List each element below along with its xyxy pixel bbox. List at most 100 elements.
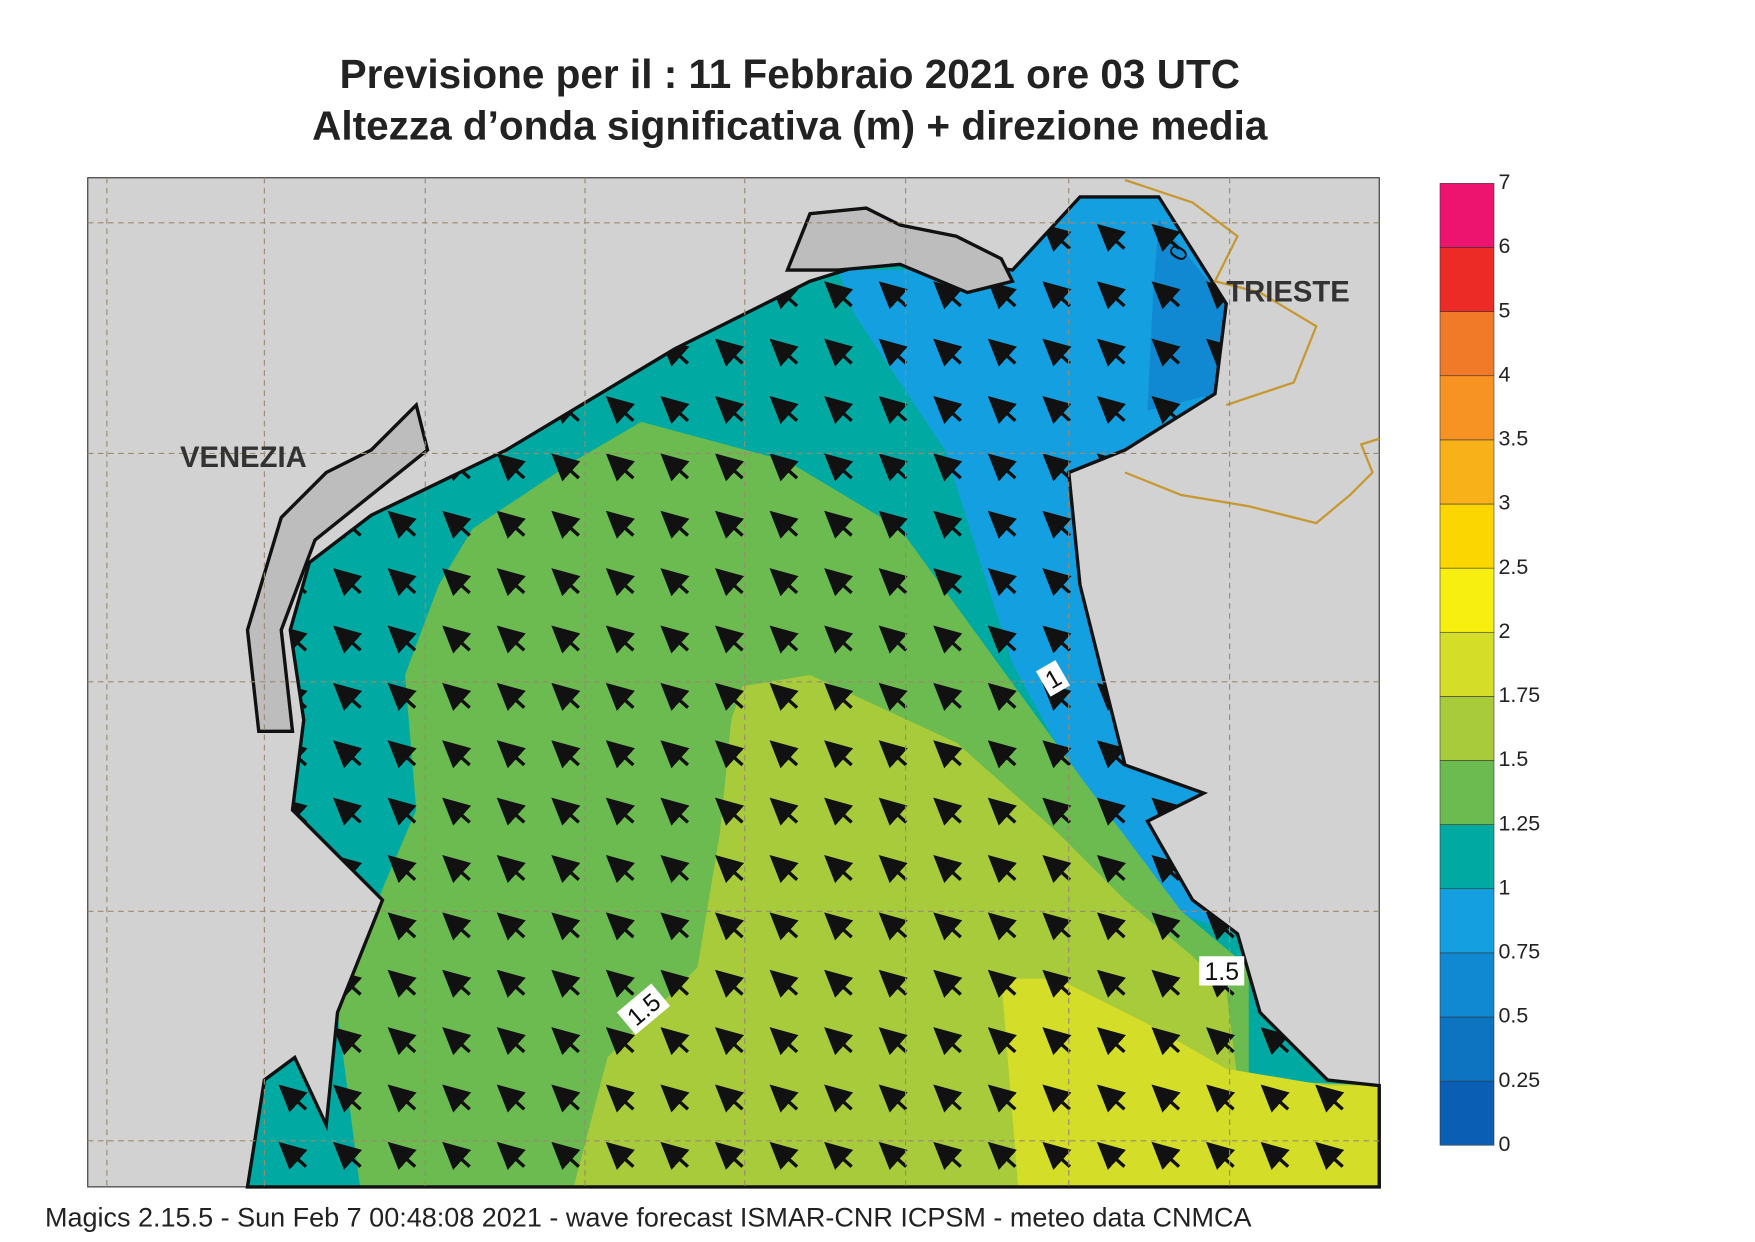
colorbar-band bbox=[1439, 503, 1495, 569]
place-label: TRIESTE bbox=[1226, 277, 1350, 309]
direction-arrow bbox=[496, 682, 526, 711]
direction-arrow bbox=[551, 510, 581, 539]
direction-arrow bbox=[442, 1027, 472, 1056]
direction-arrow bbox=[1042, 969, 1072, 998]
direction-arrow bbox=[1042, 281, 1072, 310]
direction-arrow bbox=[1042, 912, 1072, 941]
direction-arrow bbox=[933, 338, 963, 367]
direction-arrow bbox=[660, 395, 690, 425]
direction-arrow bbox=[824, 1141, 854, 1170]
direction-arrow bbox=[387, 1141, 417, 1170]
direction-arrow bbox=[1096, 912, 1127, 941]
direction-arrow bbox=[878, 912, 908, 941]
direction-arrow bbox=[387, 568, 417, 597]
direction-arrow bbox=[1096, 338, 1127, 367]
direction-arrow bbox=[1042, 1084, 1072, 1113]
direction-arrow bbox=[387, 854, 417, 884]
colorbar-label: 6 bbox=[1499, 234, 1511, 258]
direction-arrow bbox=[878, 1027, 908, 1056]
direction-arrow bbox=[605, 453, 635, 482]
colorbar-band bbox=[1439, 567, 1495, 633]
direction-arrow bbox=[1151, 281, 1181, 310]
direction-arrow bbox=[878, 740, 908, 769]
direction-arrow bbox=[660, 1141, 690, 1170]
direction-arrow bbox=[660, 854, 690, 884]
direction-arrow bbox=[933, 740, 963, 769]
direction-arrow bbox=[714, 1027, 745, 1056]
direction-arrow bbox=[1151, 912, 1181, 941]
direction-arrow bbox=[660, 969, 690, 998]
direction-arrow bbox=[824, 797, 854, 826]
direction-arrow bbox=[1042, 854, 1072, 884]
colorbar-band bbox=[1439, 247, 1495, 312]
direction-arrow bbox=[496, 625, 526, 654]
direction-arrow bbox=[605, 969, 635, 998]
direction-arrow bbox=[878, 969, 908, 998]
direction-arrow bbox=[769, 969, 799, 998]
direction-arrow bbox=[660, 797, 690, 826]
direction-arrow bbox=[605, 797, 635, 826]
direction-arrow bbox=[551, 797, 581, 826]
direction-arrow bbox=[714, 912, 745, 941]
direction-arrow bbox=[987, 797, 1017, 826]
lagoon bbox=[245, 401, 430, 733]
direction-arrow bbox=[824, 1027, 854, 1056]
direction-arrow bbox=[605, 395, 635, 425]
colorbar-band bbox=[1439, 375, 1495, 441]
direction-arrow bbox=[769, 797, 799, 826]
direction-arrow bbox=[824, 510, 854, 539]
direction-arrow bbox=[1151, 854, 1181, 884]
direction-arrow bbox=[387, 969, 417, 998]
direction-arrow bbox=[387, 740, 417, 769]
direction-arrow bbox=[387, 1027, 417, 1056]
direction-arrow bbox=[769, 740, 799, 769]
direction-arrow bbox=[769, 854, 799, 884]
direction-arrow bbox=[442, 854, 472, 884]
direction-arrow bbox=[605, 1084, 635, 1113]
direction-arrow bbox=[933, 682, 963, 711]
direction-arrow bbox=[551, 682, 581, 711]
colorbar-band bbox=[1439, 696, 1495, 761]
colorbar-band bbox=[1439, 1080, 1495, 1146]
direction-arrow bbox=[1151, 969, 1181, 998]
direction-arrow bbox=[769, 510, 799, 539]
direction-arrow bbox=[1042, 223, 1072, 252]
direction-arrow bbox=[933, 395, 963, 425]
direction-arrow bbox=[496, 969, 526, 998]
direction-arrow bbox=[333, 625, 363, 654]
direction-arrow bbox=[714, 797, 745, 826]
lagoon bbox=[785, 206, 1015, 295]
direction-arrow bbox=[878, 1084, 908, 1113]
direction-arrow bbox=[878, 510, 908, 539]
colorbar-label: 3 bbox=[1499, 491, 1511, 515]
direction-arrow bbox=[1096, 797, 1127, 826]
direction-arrow bbox=[769, 395, 799, 425]
direction-arrow bbox=[551, 1027, 581, 1056]
direction-arrow bbox=[333, 1084, 363, 1113]
direction-arrow bbox=[1096, 1084, 1127, 1113]
direction-arrow bbox=[878, 625, 908, 654]
colorbar-label: 1.25 bbox=[1499, 811, 1541, 835]
direction-arrow bbox=[714, 338, 745, 367]
direction-arrow bbox=[551, 453, 581, 482]
direction-arrow bbox=[769, 338, 799, 367]
colorbar-band bbox=[1439, 952, 1495, 1018]
graticule bbox=[87, 177, 1380, 1187]
direction-arrow bbox=[933, 797, 963, 826]
direction-arrow bbox=[333, 1141, 363, 1170]
direction-arrow bbox=[496, 797, 526, 826]
direction-arrow bbox=[933, 281, 963, 310]
direction-arrow bbox=[933, 854, 963, 884]
direction-arrow bbox=[660, 568, 690, 597]
direction-arrow bbox=[1151, 223, 1181, 252]
direction-arrow bbox=[714, 740, 745, 769]
direction-arrow bbox=[442, 1084, 472, 1113]
direction-arrow bbox=[714, 1141, 745, 1170]
colorbar-label: 0.25 bbox=[1499, 1068, 1541, 1092]
direction-arrow bbox=[1042, 510, 1072, 539]
colorbar-band bbox=[1439, 824, 1495, 890]
direction-arrow bbox=[987, 395, 1017, 425]
direction-arrow bbox=[1042, 1141, 1072, 1170]
direction-arrow bbox=[769, 1027, 799, 1056]
